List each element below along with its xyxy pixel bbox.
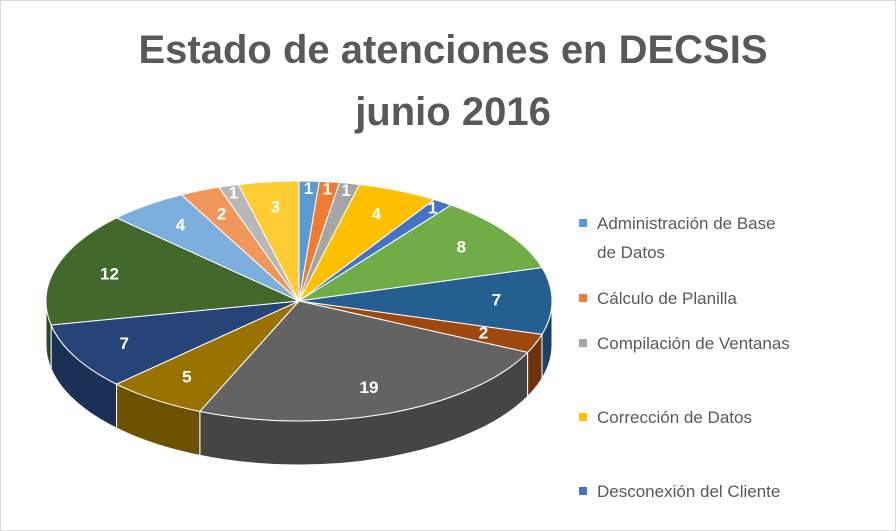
slice [198, 300, 529, 422]
data-label: 3 [270, 198, 279, 217]
legend-swatch [579, 487, 587, 495]
slice [298, 267, 553, 335]
legend-label: Corrección de Datos [597, 408, 752, 427]
chart-title: junio 2016 [354, 90, 551, 134]
legend-swatch [579, 413, 587, 421]
data-label: 1 [229, 183, 238, 202]
data-label: 19 [360, 378, 379, 397]
data-label: 1 [323, 180, 332, 199]
data-label: 5 [182, 368, 191, 387]
data-label: 7 [120, 334, 129, 353]
data-label: 4 [372, 204, 382, 223]
legend-item: Corrección de Datos [579, 403, 797, 432]
data-label: 8 [457, 237, 466, 256]
legend-swatch [579, 339, 587, 347]
data-label: 1 [341, 181, 350, 200]
legend-label: Administración de Base de Datos [597, 214, 776, 262]
data-label: 1 [304, 179, 313, 198]
slice [45, 217, 301, 326]
data-label: 2 [217, 204, 226, 223]
slice [50, 300, 300, 385]
legend-swatch [579, 294, 587, 302]
legend-item: Compilación de Ventanas [579, 329, 797, 358]
data-label: 1 [428, 199, 437, 218]
legend-item: Desconexión del Cliente [579, 477, 797, 506]
data-label: 12 [100, 264, 119, 283]
legend-label: Cálculo de Planilla [597, 289, 737, 308]
legend-label: Desconexión del Cliente [597, 482, 781, 501]
chart-title: Estado de atenciones en DECSIS [138, 28, 767, 72]
legend-item: Cálculo de Planilla [579, 284, 797, 313]
slice [298, 204, 543, 302]
data-label: 4 [176, 216, 186, 235]
legend-item: Administración de Base de Datos [579, 209, 797, 267]
slice [237, 180, 300, 302]
legend-swatch [579, 219, 587, 227]
data-label: 2 [479, 324, 488, 343]
legend-label: Compilación de Ventanas [597, 334, 790, 353]
data-label: 7 [492, 290, 501, 309]
